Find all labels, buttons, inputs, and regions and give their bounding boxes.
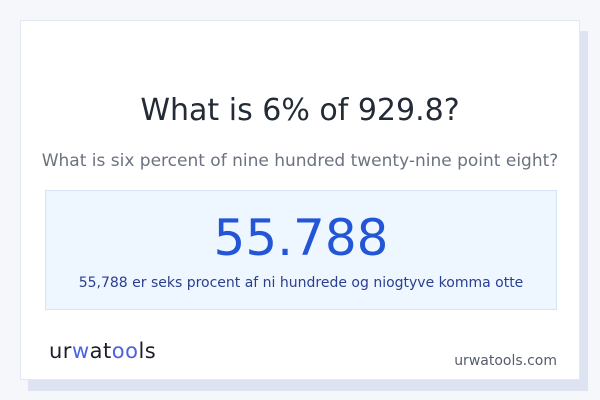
urwatools-logo: urwatools (49, 339, 157, 363)
page-title: What is 6% of 929.8? (140, 93, 460, 128)
result-value: 55.788 (213, 209, 389, 267)
question-in-words: What is six percent of nine hundred twen… (41, 151, 559, 171)
result-in-words: 55,788 er seks procent af ni hundrede og… (78, 275, 524, 291)
result-box: 55.788 55,788 er seks procent af ni hund… (45, 190, 557, 310)
site-url: urwatools.com (454, 353, 557, 369)
result-card: What is 6% of 929.8? What is six percent… (20, 20, 580, 380)
